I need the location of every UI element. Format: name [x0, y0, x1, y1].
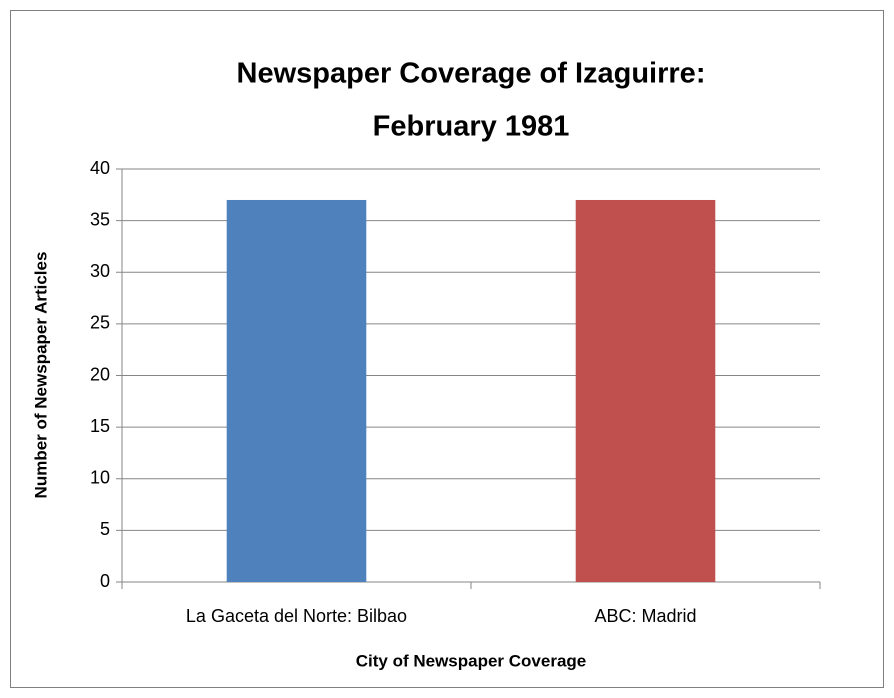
bar	[226, 199, 367, 582]
y-tick-label: 15	[90, 416, 110, 436]
y-axis-title: Number of Newspaper Articles	[31, 252, 50, 499]
bar	[575, 199, 716, 582]
y-tick-label: 25	[90, 313, 110, 333]
y-tick-label: 5	[100, 519, 110, 539]
chart-title: Newspaper Coverage of Izaguirre:	[237, 58, 706, 90]
chart-border	[10, 10, 884, 688]
y-tick-label: 35	[90, 209, 110, 229]
y-tick-label: 30	[90, 261, 110, 281]
y-tick-label: 20	[90, 364, 110, 384]
chart-title: February 1981	[373, 111, 570, 143]
y-tick-label: 0	[100, 571, 110, 591]
x-tick-label: La Gaceta del Norte: Bilbao	[186, 606, 407, 626]
y-tick-label: 10	[90, 468, 110, 488]
x-tick-label: ABC: Madrid	[594, 606, 696, 626]
x-axis-title: City of Newspaper Coverage	[356, 651, 587, 670]
y-tick-label: 40	[90, 158, 110, 178]
